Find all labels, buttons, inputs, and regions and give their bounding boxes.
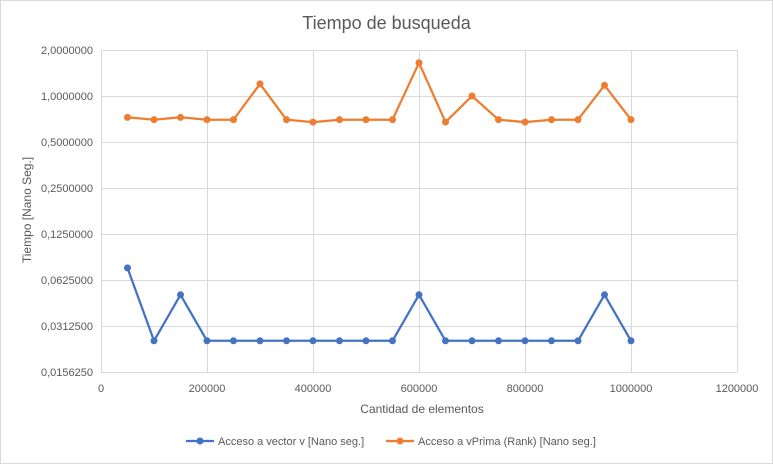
x-tick-label: 800000	[507, 383, 544, 395]
series-0	[124, 264, 635, 345]
legend-label: Acceso a vPrima (Rank) [Nano seg.]	[418, 436, 596, 448]
x-axis-title: Cantidad de elementos	[360, 402, 483, 416]
y-tick-label: 0,5000000	[41, 137, 93, 149]
data-point[interactable]	[627, 337, 635, 345]
data-point[interactable]	[548, 337, 555, 345]
data-point[interactable]	[574, 116, 582, 124]
data-point[interactable]	[177, 113, 184, 121]
data-point[interactable]	[124, 264, 131, 272]
data-point[interactable]	[203, 116, 211, 124]
data-point[interactable]	[442, 337, 449, 345]
x-tick-label: 400000	[295, 383, 332, 395]
y-tick-label: 0,2500000	[41, 183, 93, 195]
data-point[interactable]	[124, 113, 131, 121]
y-tick-label: 2,0000000	[41, 45, 93, 57]
x-tick-label: 1200000	[716, 383, 759, 395]
data-point[interactable]	[415, 291, 423, 299]
data-point[interactable]	[256, 80, 264, 88]
legend-marker	[396, 437, 404, 445]
data-point[interactable]	[230, 116, 237, 124]
data-point[interactable]	[468, 92, 476, 100]
data-point[interactable]	[362, 337, 370, 345]
series-1	[124, 59, 635, 126]
x-tick-label: 600000	[401, 383, 438, 395]
chart-title: Tiempo de busqueda	[302, 13, 471, 33]
data-point[interactable]	[415, 59, 423, 67]
x-tick-label: 0	[98, 383, 104, 395]
gridlines	[101, 50, 738, 373]
x-tick-label: 200000	[189, 383, 226, 395]
data-point[interactable]	[150, 116, 158, 124]
data-point[interactable]	[548, 116, 555, 124]
x-axis-ticks: 0 200000 400000 600000 800000 1000000 1200000	[98, 383, 758, 395]
series-line	[126, 267, 632, 342]
data-point[interactable]	[601, 291, 608, 299]
data-point[interactable]	[283, 337, 290, 345]
y-tick-label: 0,0625000	[41, 275, 93, 287]
legend-entry-1[interactable]: Acceso a vPrima (Rank) [Nano seg.]	[386, 436, 596, 448]
data-point[interactable]	[362, 116, 370, 124]
data-point[interactable]	[389, 116, 396, 124]
data-point[interactable]	[521, 118, 529, 126]
data-point[interactable]	[309, 337, 317, 345]
data-point[interactable]	[283, 116, 290, 124]
data-point[interactable]	[468, 337, 476, 345]
data-point[interactable]	[627, 116, 635, 124]
data-point[interactable]	[150, 337, 158, 345]
legend-entry-0[interactable]: Acceso a vector v [Nano seg.]	[186, 436, 364, 448]
y-axis-title: Tiempo [Nano Seg.]	[20, 157, 34, 263]
data-point[interactable]	[256, 337, 264, 345]
legend-marker	[196, 437, 204, 445]
legend-label: Acceso a vector v [Nano seg.]	[218, 436, 364, 448]
data-point[interactable]	[177, 291, 184, 299]
x-tick-label: 1000000	[610, 383, 653, 395]
data-point[interactable]	[574, 337, 582, 345]
data-point[interactable]	[230, 337, 237, 345]
data-point[interactable]	[495, 337, 502, 345]
data-point[interactable]	[389, 337, 396, 345]
y-tick-label: 0,0156250	[41, 367, 93, 379]
data-point[interactable]	[495, 116, 502, 124]
data-point[interactable]	[203, 337, 211, 345]
data-point[interactable]	[336, 337, 343, 345]
y-axis-ticks: 0,0156250 0,0312500 0,0625000 0,1250000 0,25…	[41, 45, 93, 379]
legend[interactable]: Acceso a vector v [Nano seg.] Acceso a vP…	[186, 436, 596, 448]
data-point[interactable]	[601, 81, 608, 89]
series-layer	[124, 59, 635, 345]
data-point[interactable]	[442, 118, 449, 126]
y-tick-label: 0,0312500	[41, 321, 93, 333]
data-point[interactable]	[521, 337, 529, 345]
series-line	[127, 61, 632, 124]
y-tick-label: 0,1250000	[41, 229, 93, 241]
data-point[interactable]	[336, 116, 343, 124]
y-tick-label: 1,0000000	[41, 91, 93, 103]
data-point[interactable]	[309, 118, 317, 126]
